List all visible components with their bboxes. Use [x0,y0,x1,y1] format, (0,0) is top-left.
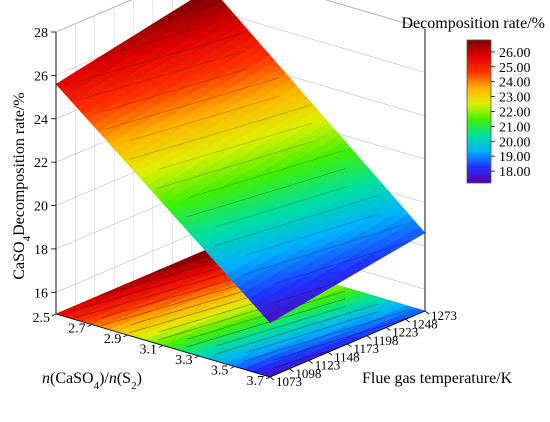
temperature-tick-mark [424,310,430,315]
surface-contour-line [101,77,279,131]
floor-contour [55,247,426,378]
z-tick-label: 24 [34,113,48,128]
surface-contour-line [245,213,378,256]
floor-contour-line [100,261,215,296]
floor-contour-line [243,308,412,362]
temperature-tick-label: 1073 [276,374,302,389]
z-tick-label: 16 [34,286,48,301]
ratio-axis-title: n(CaSO4)/n(S2) [42,370,142,392]
temperature-tick-label: 1248 [412,316,438,331]
temperature-tick-mark [289,368,294,373]
surface-contour-line [100,23,215,57]
temperature-tick-label: 1273 [431,308,457,323]
colorbar-label: 20.00 [499,135,531,150]
z-axis-title: CaSO4Decomposition rate/% [11,92,33,279]
temperature-tick-mark [405,318,410,323]
temperature-tick-mark [269,376,275,381]
ratio-tick-label: 3.7 [247,374,265,389]
surface-contour-line [101,68,248,113]
ratio-tick-mark [230,366,235,369]
z-tick-label: 22 [34,156,48,171]
temperature-tick-label: 1173 [354,341,380,356]
temperature-axis-title: Flue gas temperature/K [362,370,513,387]
floor-contour-line [186,298,346,348]
surface-contour-line [216,186,346,227]
colorbar-label: 23.00 [499,91,531,106]
floor-contour-line [274,316,411,360]
floor-contour-line [155,254,213,272]
floor-contour-line [245,311,378,354]
z-tick-label: 28 [34,26,48,41]
colorbar-label: 21.00 [499,120,531,135]
temperature-tick-label: 1098 [295,366,321,381]
surface-contour-line [157,141,313,189]
temperature-tick-label: 1123 [315,358,341,373]
surface-contour-line [158,122,313,170]
z-axis-ticks: 16 18 20 22 24 26 28 [34,26,56,301]
temperature-tick-label: 1148 [334,349,360,364]
ratio-tick-label: 3.3 [175,353,193,368]
floor-contour-line [72,267,247,319]
ratio-tick-label: 2.9 [104,332,122,347]
colorbar: Decomposition rate/% 26.0025.0024.0023.00… [401,15,545,184]
ratio-tick-label: 2.7 [68,322,86,337]
floor-contour-line [272,346,341,369]
z-tick-label: 20 [34,200,48,215]
surface-contour-line [272,281,341,304]
temperature-tick-mark [308,360,313,364]
ratio-tick-label: 2.5 [33,311,51,326]
surface-plot [55,0,426,324]
colorbar-title: Decomposition rate/% [401,15,545,32]
ratio-tick-mark [265,376,271,380]
temperature-tick-mark [386,327,391,331]
surface-contour-line [186,168,346,218]
ratio-tick-label: 3.1 [140,343,158,358]
colorbar-label: 18.00 [499,165,531,180]
ratio-tick-mark [87,324,92,327]
z-gridline [55,0,426,33]
floor-contour-line [72,260,246,311]
ratio-tick-label: 3.5 [211,364,229,379]
colorbar-label: 22.00 [499,106,531,121]
surface-contour-lines [72,5,412,304]
surface-contour-line [187,149,346,199]
surface-contour-line [274,240,411,284]
ratio-tick-mark [123,334,128,338]
temperature-tick-mark [327,351,333,356]
colorbar-label: 26.00 [499,46,531,61]
floor-contour-line [101,274,248,319]
surface-contour-line [214,195,379,247]
ratio-tick-mark [51,313,57,317]
ratio-tick-mark [158,345,164,348]
ratio-tick-mark [194,355,199,359]
z-tick-label: 26 [34,69,48,84]
floor-contour-line [214,303,379,355]
ratio-axis-ticks: 2.5 2.7 2.9 3.1 3.3 3.5 3.7 [33,311,271,389]
surface-contour-line [155,5,213,23]
colorbar-label: 19.00 [499,150,531,165]
z-tick-label: 18 [34,243,48,258]
surface-contour-line [72,32,246,84]
surface-contour-line [243,222,412,275]
temperature-tick-label: 1198 [373,333,399,348]
surface-contour-line [129,104,312,160]
surface-contour-line [72,50,247,102]
colorbar-label: 25.00 [499,61,531,76]
floor-contour-line [216,306,346,347]
temperature-tick-mark [347,343,352,348]
colorbar-gradient [466,39,492,184]
colorbar-label: 24.00 [499,76,531,91]
surface-contour-line [129,95,280,141]
temperature-tick-label: 1223 [392,325,418,340]
temperature-tick-mark [366,335,372,340]
surface-cell [215,0,223,3]
